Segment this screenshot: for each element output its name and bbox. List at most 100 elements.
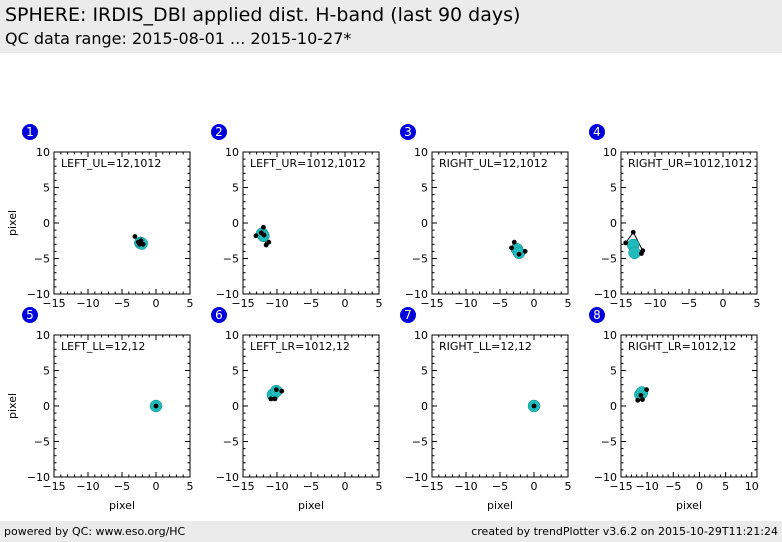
panel-label: RIGHT_LL=12,12	[439, 340, 532, 353]
panel-badge-number: 8	[593, 308, 601, 322]
x-tick-label: −5	[665, 480, 681, 493]
y-tick-label: −10	[216, 471, 239, 484]
x-tick-label: −15	[231, 480, 254, 493]
x-tick-label: −10	[265, 480, 288, 493]
y-axis-label: pixel	[6, 393, 19, 419]
panel-badge-number: 4	[593, 125, 601, 139]
panel-badge	[211, 307, 227, 323]
y-tick-label: −5	[223, 436, 239, 449]
y-tick-label: 5	[232, 365, 239, 378]
panel-badge-number: 5	[26, 308, 34, 322]
x-tick-label: −10	[636, 480, 659, 493]
y-tick-label: 0	[610, 217, 617, 230]
y-tick-label: −5	[34, 436, 50, 449]
x-tick-label: −5	[114, 480, 130, 493]
data-point	[279, 388, 285, 394]
y-tick-label: −10	[594, 288, 617, 301]
x-tick-label: 0	[342, 480, 349, 493]
x-tick-label: 5	[565, 480, 572, 493]
data-point	[511, 239, 517, 245]
data-point	[639, 251, 644, 256]
x-tick-label: −15	[42, 480, 65, 493]
data-point	[509, 245, 514, 251]
y-tick-label: 0	[232, 217, 239, 230]
data-point	[630, 229, 636, 235]
footer-powered-by[interactable]: powered by QC: www.eso.org/HC	[4, 525, 186, 538]
data-point	[135, 239, 141, 245]
x-axis-label: pixel	[109, 499, 135, 512]
y-tick-label: 5	[43, 365, 50, 378]
x-tick-label: −15	[420, 297, 443, 310]
x-tick-label: 0	[153, 297, 160, 310]
data-point	[522, 249, 528, 254]
x-tick-label: 0	[342, 297, 349, 310]
y-tick-label: −5	[601, 253, 617, 266]
panel-badge-number: 2	[215, 125, 223, 139]
data-point	[640, 397, 645, 403]
x-tick-label: −5	[492, 297, 508, 310]
panel-badge	[22, 307, 38, 323]
x-tick-label: −15	[609, 297, 632, 310]
y-tick-label: 5	[421, 182, 428, 195]
y-axis-label: pixel	[6, 210, 19, 236]
x-tick-label: 5	[565, 297, 572, 310]
plot-frame	[53, 334, 191, 478]
x-tick-label: 0	[696, 480, 703, 493]
data-point	[253, 233, 259, 239]
panel-badge-number: 6	[215, 308, 223, 322]
y-tick-label: 0	[421, 400, 428, 413]
x-tick-label: 5	[722, 480, 729, 493]
y-tick-label: 0	[421, 217, 428, 230]
x-tick-label: −10	[643, 297, 666, 310]
y-tick-label: 5	[421, 365, 428, 378]
x-tick-label: 5	[376, 297, 383, 310]
y-tick-label: −5	[601, 436, 617, 449]
x-tick-label: −5	[303, 297, 319, 310]
x-tick-label: −15	[420, 480, 443, 493]
data-point	[516, 251, 522, 257]
panel-label: RIGHT_UR=1012,1012	[628, 157, 752, 170]
footer-created-by: created by trendPlotter v3.6.2 on 2015-1…	[471, 525, 778, 538]
data-point	[531, 403, 537, 409]
y-tick-label: 10	[414, 146, 428, 159]
plot-frame	[431, 151, 569, 295]
page-footer: powered by QC: www.eso.org/HC created by…	[0, 521, 782, 542]
panel-badge	[22, 124, 38, 140]
panel-badge	[211, 124, 227, 140]
panel-badge-number: 1	[26, 125, 34, 139]
data-point	[268, 396, 274, 402]
x-tick-label: 5	[754, 297, 761, 310]
panel-badge	[400, 124, 416, 140]
y-tick-label: −5	[412, 436, 428, 449]
x-axis-label: pixel	[298, 499, 324, 512]
x-tick-label: −15	[42, 297, 65, 310]
data-point	[140, 241, 146, 247]
data-point	[153, 403, 159, 409]
y-tick-label: 5	[43, 182, 50, 195]
plot-frame	[53, 151, 191, 295]
y-tick-label: 10	[225, 329, 239, 342]
panel-label: RIGHT_LR=1012,12	[628, 340, 736, 353]
y-tick-label: −10	[216, 288, 239, 301]
x-tick-label: 10	[745, 480, 759, 493]
x-tick-label: −10	[454, 297, 477, 310]
highlight-marker	[628, 246, 641, 260]
plot-frame	[431, 334, 569, 478]
data-point	[273, 387, 279, 393]
x-tick-label: −5	[114, 297, 130, 310]
y-tick-label: −10	[405, 288, 428, 301]
y-tick-label: 10	[36, 146, 50, 159]
y-tick-label: 0	[43, 217, 50, 230]
x-tick-label: −5	[681, 297, 697, 310]
plot-frame	[620, 151, 758, 295]
y-tick-label: 5	[610, 182, 617, 195]
x-tick-label: 0	[153, 480, 160, 493]
x-tick-label: 5	[187, 297, 194, 310]
plot-frame	[242, 151, 380, 295]
data-point	[623, 240, 629, 246]
x-tick-label: 5	[187, 480, 194, 493]
y-tick-label: 10	[603, 329, 617, 342]
